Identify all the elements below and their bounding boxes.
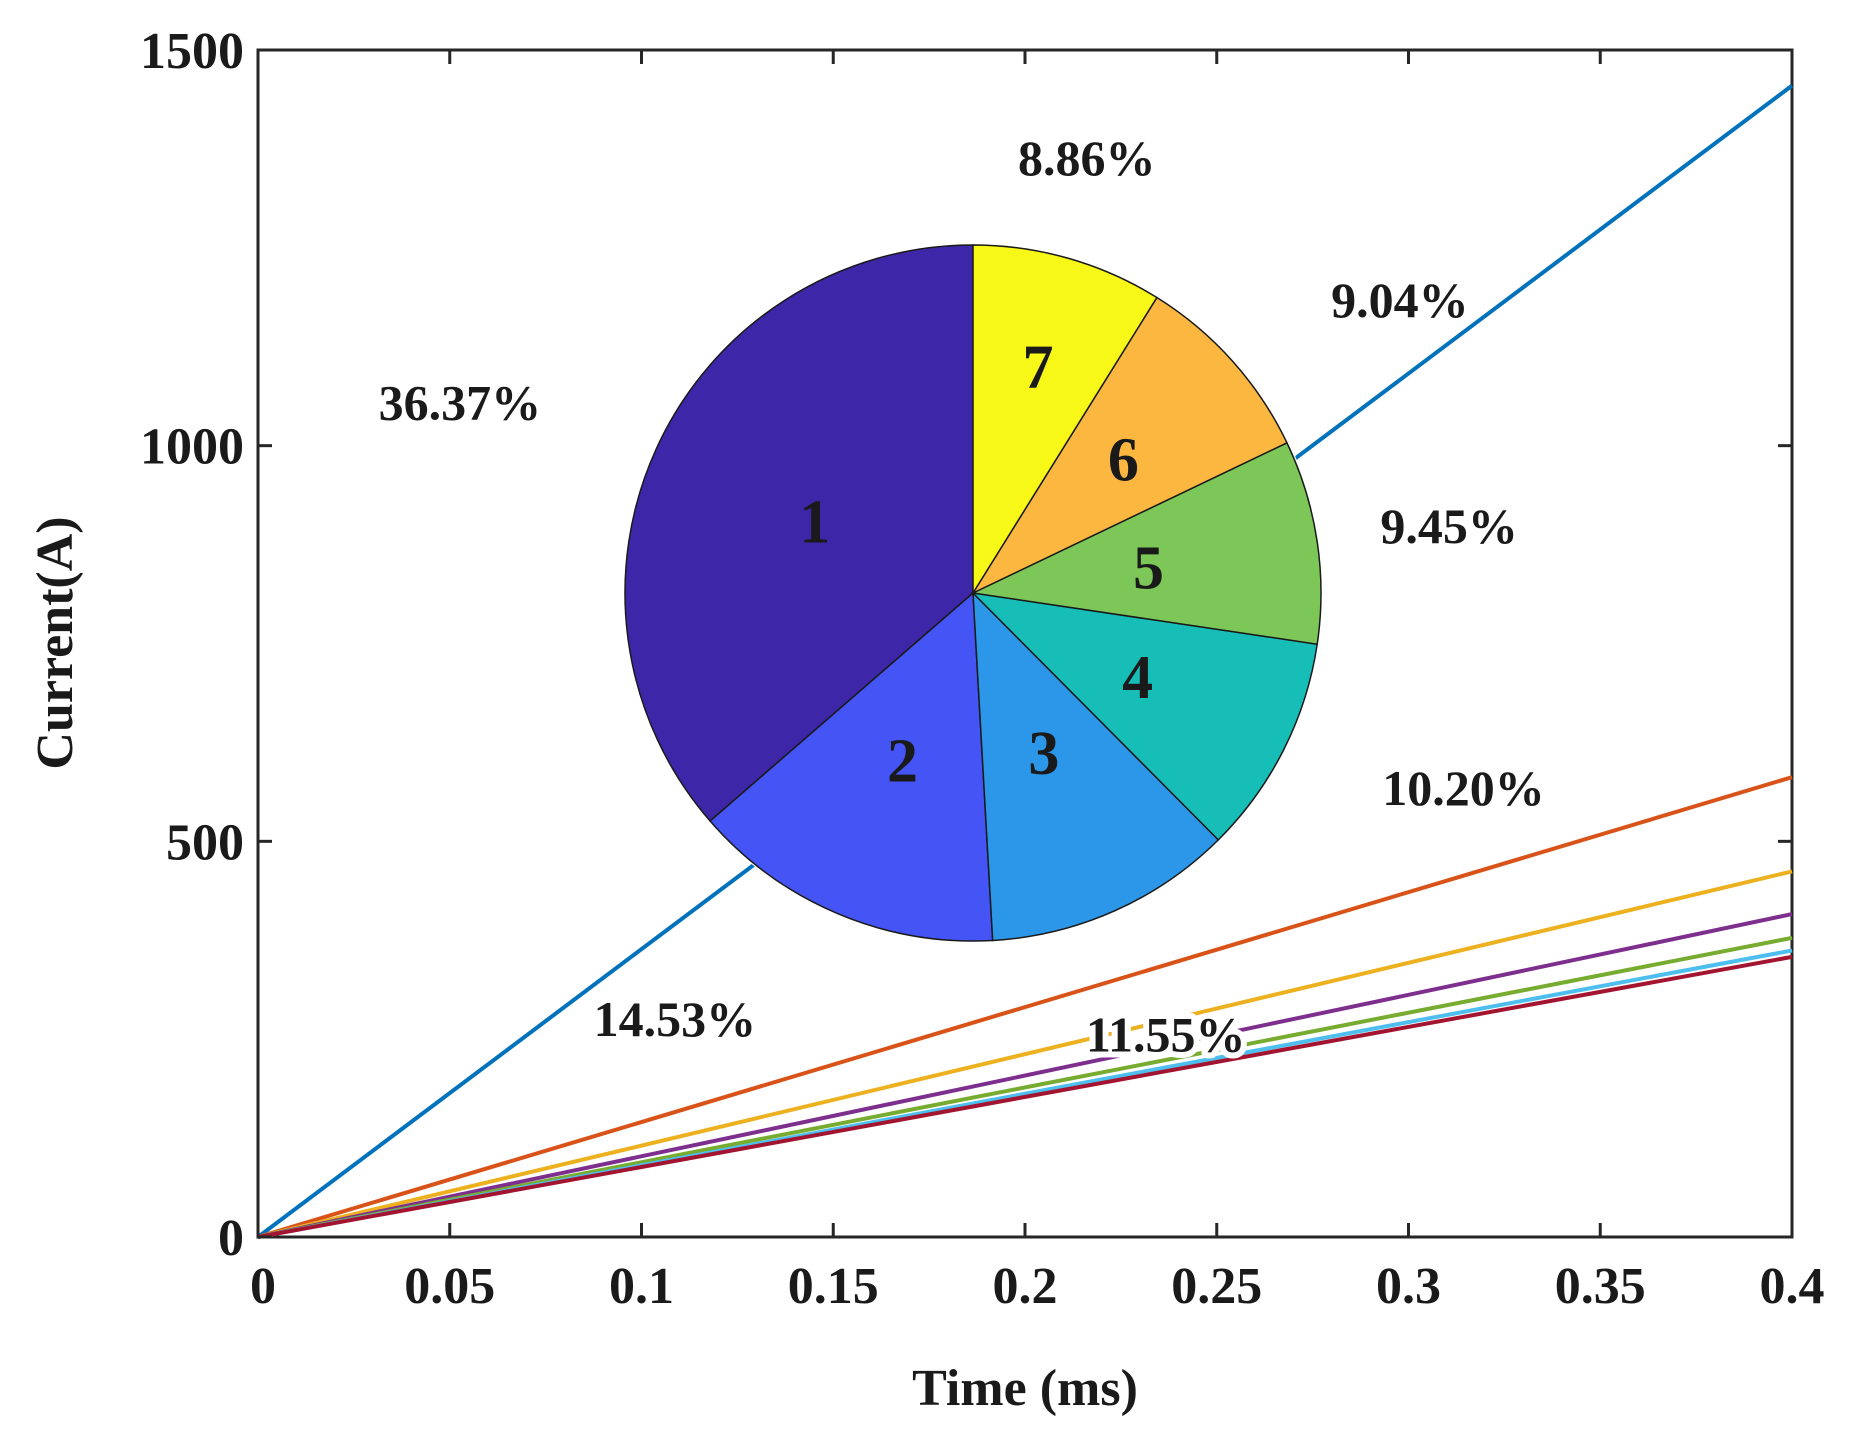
x-tick-label: 0.05 (404, 1258, 495, 1315)
pie-slice-number: 2 (887, 728, 918, 796)
pie-slice-number: 6 (1108, 426, 1139, 494)
pie-percent-label: 10.20% (1382, 760, 1545, 816)
series-line-2 (257, 775, 1793, 1239)
pie-slice-number: 7 (1023, 334, 1054, 402)
series-line-3 (257, 869, 1793, 1239)
pie-slice-1 (624, 244, 974, 823)
axis-ticks-group: 0 0.05 0.1 0.15 0.2 0.25 0.3 0.35 0.4 0 500 1000 150… (140, 23, 1825, 1315)
y-tick-label: 0 (218, 1210, 244, 1267)
series-line-7 (257, 954, 1793, 1239)
x-tick-label: 0.15 (788, 1258, 879, 1315)
y-tick-label: 500 (166, 814, 244, 871)
x-tick-label: 0.1 (609, 1258, 674, 1315)
y-tick-label: 1500 (140, 23, 244, 80)
pie-slice-2 (709, 591, 994, 942)
x-tick-label: 0.3 (1376, 1258, 1441, 1315)
pie-percent-label: 14.53% (594, 991, 757, 1047)
pie-slice-number: 4 (1122, 644, 1153, 712)
y-tick-label: 1000 (140, 419, 244, 476)
pie-percent-label: 9.45% (1380, 498, 1518, 554)
series-line-5 (257, 935, 1793, 1239)
pie-slice-5 (970, 441, 1322, 646)
x-tick-label: 0 (250, 1258, 276, 1315)
pie-percent-label: 36.37% (379, 375, 542, 431)
x-axis-title: Time (ms) (912, 1360, 1138, 1417)
series-line-4 (257, 912, 1793, 1239)
pie-slice-number: 3 (1028, 720, 1059, 788)
pie-labels-group: 36.37% 14.53% 11.55% 10.20% 9.45% 9.04% 8.86% (373, 124, 1551, 1069)
pie-percent-label: 11.55% (1086, 1006, 1246, 1062)
x-tick-label: 0.4 (1760, 1258, 1825, 1315)
y-axis-title: Current(A) (27, 516, 84, 769)
x-tick-label: 0.25 (1171, 1258, 1262, 1315)
line-series-group (256, 84, 1794, 1239)
pie-slice-4 (970, 591, 1319, 841)
pie-slice-number: 1 (799, 489, 830, 557)
pie-chart: 1 2 34 5 67 (623, 243, 1323, 943)
pie-slice-7 (972, 244, 1158, 596)
x-tick-label: 0.2 (993, 1258, 1058, 1315)
pie-slice-6 (971, 296, 1288, 595)
pie-slice-number: 5 (1133, 535, 1164, 603)
x-tick-label: 0.35 (1555, 1258, 1646, 1315)
pie-percent-label: 8.86% (1018, 130, 1156, 186)
pie-percent-label: 9.04% (1331, 272, 1469, 328)
pie-slice-3 (972, 591, 1220, 942)
